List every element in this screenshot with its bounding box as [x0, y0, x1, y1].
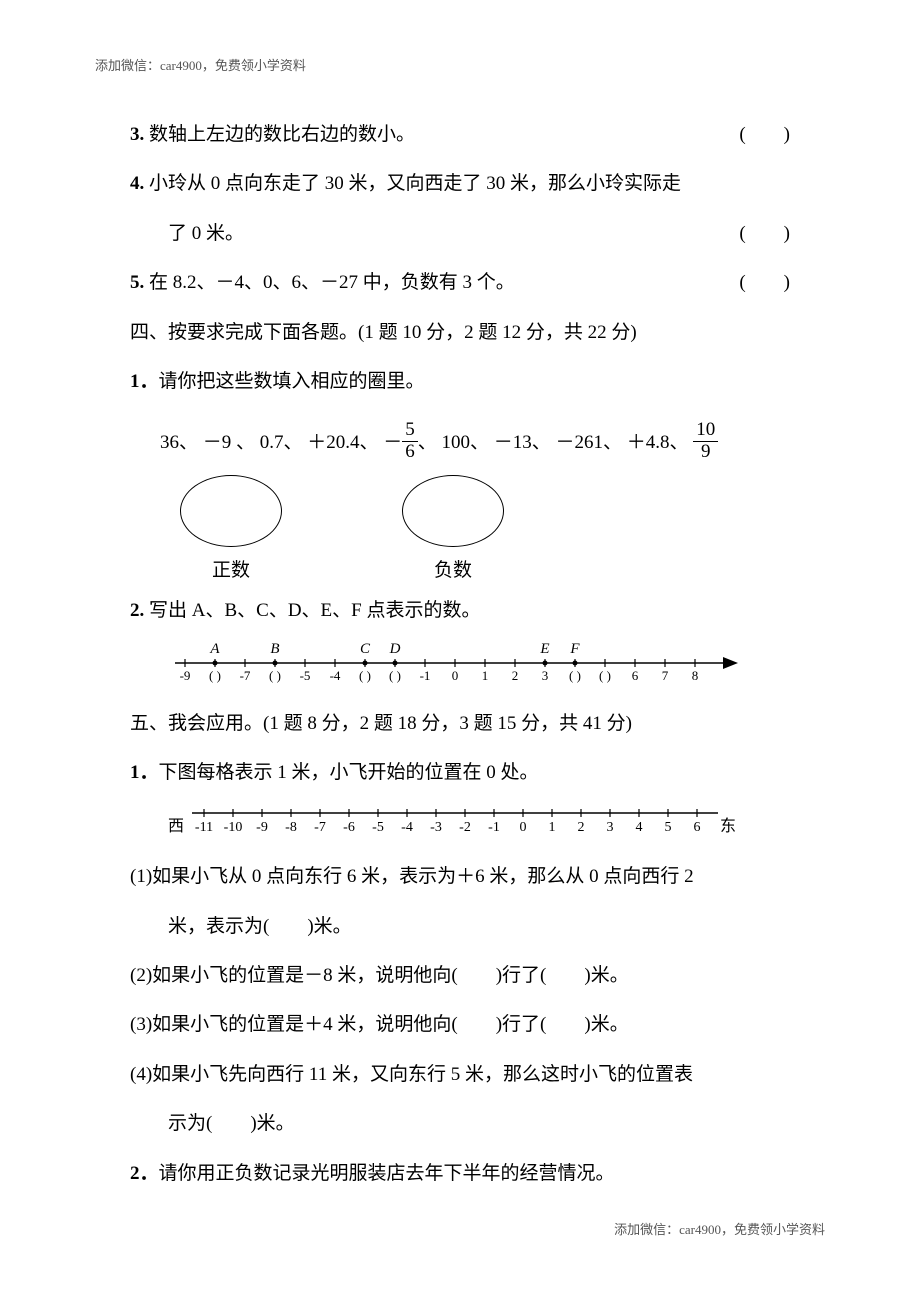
svg-text:( ): ( ) [389, 668, 401, 683]
svg-text:-2: -2 [459, 820, 471, 835]
svg-text:4: 4 [636, 820, 643, 835]
s5-q1-1a: (1)如果小飞从 0 点向东行 6 米，表示为＋6 米，那么从 0 点向西行 2 [130, 852, 790, 901]
s5-q1-1b: 米，表示为( )米。 [130, 902, 790, 951]
answer-paren: ( ) [739, 110, 790, 159]
negative-oval [402, 475, 504, 547]
svg-text:-5: -5 [372, 820, 384, 835]
svg-text:2: 2 [578, 820, 585, 835]
svg-text:A: A [209, 641, 220, 657]
svg-text:( ): ( ) [269, 668, 281, 683]
answer-paren: ( ) [739, 209, 790, 258]
svg-text:1: 1 [482, 668, 489, 683]
svg-text:0: 0 [520, 820, 527, 835]
svg-text:-6: -6 [343, 820, 355, 835]
svg-text:( ): ( ) [599, 668, 611, 683]
classification-ovals: 正数 负数 [130, 475, 790, 582]
s5-q1-4b: 示为( )米。 [130, 1099, 790, 1148]
question-3: 3. 数轴上左边的数比右边的数小。 ( ) [130, 110, 790, 159]
svg-text:-1: -1 [488, 820, 500, 835]
svg-text:7: 7 [662, 668, 669, 683]
svg-text:( ): ( ) [569, 668, 581, 683]
s5-q1: 1．下图每格表示 1 米，小飞开始的位置在 0 处。 [130, 748, 790, 797]
svg-text:8: 8 [692, 668, 699, 683]
negative-label: 负数 [402, 555, 504, 582]
svg-text:5: 5 [665, 820, 672, 835]
svg-text:-9: -9 [256, 820, 268, 835]
svg-text:1: 1 [549, 820, 556, 835]
svg-text:C: C [360, 641, 371, 657]
page-footer: 添加微信：car4900，免费领小学资料 [614, 1219, 825, 1238]
svg-text:-5: -5 [300, 668, 311, 683]
svg-text:-7: -7 [240, 668, 251, 683]
s4-q1: 1．请你把这些数填入相应的圈里。 [130, 357, 790, 406]
number-list: 36、 －9 、 0.7、 ＋20.4、 －56、 100、 －13、 －261… [130, 422, 790, 465]
s5-q1-2: (2)如果小飞的位置是－8 米，说明他向( )行了( )米。 [130, 951, 790, 1000]
svg-text:-4: -4 [401, 820, 413, 835]
svg-text:B: B [270, 641, 279, 657]
numberline-abcdef: -9 ( ) -7 ( ) -5 -4 ( ) ( ) -1 0 1 2 3 ( ) ( ) 6 7 8 A B C D E… [130, 638, 790, 693]
s5-q2: 2．请你用正负数记录光明服装店去年下半年的经营情况。 [130, 1149, 790, 1198]
svg-text:6: 6 [632, 668, 639, 683]
section-5-title: 五、我会应用。(1 题 8 分，2 题 18 分，3 题 15 分，共 41 分… [130, 699, 790, 748]
svg-text:0: 0 [452, 668, 459, 683]
question-4-line1: 4. 小玲从 0 点向东走了 30 米，又向西走了 30 米，那么小玲实际走 [130, 159, 790, 208]
section-4-title: 四、按要求完成下面各题。(1 题 10 分，2 题 12 分，共 22 分) [130, 308, 790, 357]
question-4-line2: 了 0 米。 ( ) [130, 209, 790, 258]
svg-text:-3: -3 [430, 820, 442, 835]
s4-q2: 2. 写出 A、B、C、D、E、F 点表示的数。 [130, 586, 790, 635]
positive-label: 正数 [180, 555, 282, 582]
answer-paren: ( ) [739, 258, 790, 307]
svg-text:D: D [389, 641, 401, 657]
s5-q1-4a: (4)如果小飞先向西行 11 米，又向东行 5 米，那么这时小飞的位置表 [130, 1050, 790, 1099]
svg-text:西: 西 [168, 818, 184, 835]
svg-text:6: 6 [694, 820, 701, 835]
svg-text:2: 2 [512, 668, 519, 683]
s5-q1-3: (3)如果小飞的位置是＋4 米，说明他向( )行了( )米。 [130, 1000, 790, 1049]
numberline-west-east: -11-10-9-8-7-6-5-4-3-2-10123456西东 [130, 799, 790, 846]
svg-text:3: 3 [607, 820, 614, 835]
svg-text:-1: -1 [420, 668, 431, 683]
svg-text:-8: -8 [285, 820, 297, 835]
svg-text:( ): ( ) [359, 668, 371, 683]
svg-text:E: E [539, 641, 549, 657]
svg-text:3: 3 [542, 668, 549, 683]
svg-text:-10: -10 [224, 820, 243, 835]
svg-text:-4: -4 [330, 668, 341, 683]
svg-text:F: F [569, 641, 580, 657]
svg-text:-9: -9 [180, 668, 191, 683]
svg-text:-7: -7 [314, 820, 326, 835]
svg-text:( ): ( ) [209, 668, 221, 683]
positive-oval [180, 475, 282, 547]
question-5: 5. 在 8.2、－4、0、6、－27 中，负数有 3 个。 ( ) [130, 258, 790, 307]
svg-text:东: 东 [720, 817, 736, 835]
page-header: 添加微信：car4900，免费领小学资料 [95, 55, 306, 74]
svg-text:-11: -11 [195, 820, 213, 835]
